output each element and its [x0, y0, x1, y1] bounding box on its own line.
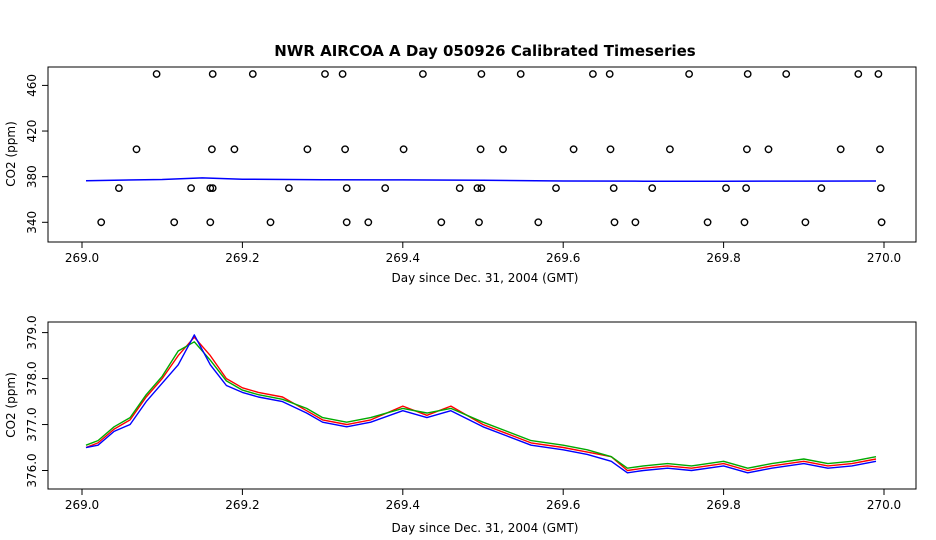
x-tick-label: 269.2 — [225, 498, 259, 512]
data-point — [477, 184, 486, 193]
data-point — [342, 218, 351, 227]
data-point — [364, 218, 373, 227]
y-tick-label: 420 — [25, 120, 39, 143]
data-point — [208, 184, 217, 193]
data-point — [418, 70, 427, 78]
x-axis-label-1: Day since Dec. 31, 2004 (GMT) — [392, 271, 579, 285]
data-point — [743, 145, 751, 154]
data-point — [97, 218, 106, 227]
data-point — [817, 184, 826, 193]
x-tick-label: 269.0 — [65, 251, 99, 265]
data-point — [742, 184, 750, 193]
data-point — [740, 218, 749, 227]
data-point — [206, 184, 215, 193]
data-point — [516, 70, 525, 78]
data-point — [266, 218, 275, 227]
x-tick-label: 269.4 — [386, 251, 420, 265]
data-point — [782, 70, 791, 78]
data-point — [477, 70, 486, 78]
y-axis-label-1: CO2 (ppm) — [4, 121, 18, 187]
data-point — [284, 184, 293, 193]
line-panel: 269.0 269.2 269.4 269.6 269.8 270.0 376.0 377.… — [4, 315, 917, 535]
data-point — [722, 184, 730, 193]
data-point — [341, 145, 349, 154]
series-line-0 — [85, 177, 877, 182]
data-point — [437, 218, 446, 227]
data-point — [605, 70, 614, 78]
data-point — [631, 218, 640, 227]
data-point — [303, 145, 312, 154]
x-tick-label: 270.0 — [867, 498, 901, 512]
data-point — [648, 184, 657, 193]
data-point — [606, 145, 615, 154]
scatter-panel: 269.0 269.2 269.4 269.6 269.8 270.0 340 380 420… — [4, 66, 917, 285]
plot-frame-2 — [47, 321, 917, 490]
data-point — [836, 145, 845, 154]
x-tick-label: 269.8 — [706, 251, 740, 265]
x-tick-label: 269.2 — [225, 251, 259, 265]
data-point — [115, 184, 123, 193]
series-line-2 — [85, 334, 877, 474]
x-tick-label: 269.4 — [386, 498, 420, 512]
data-point — [609, 184, 618, 193]
chart-title: NWR AIRCOA A Day 050926 Calibrated Times… — [274, 42, 696, 60]
data-point — [187, 184, 196, 193]
y-tick-label: 377.0 — [25, 407, 39, 441]
data-point — [877, 218, 886, 227]
data-point — [589, 70, 597, 78]
plot-frame-1 — [47, 66, 917, 243]
data-point — [499, 145, 507, 154]
x-tick-label: 269.6 — [546, 251, 580, 265]
data-point — [534, 218, 543, 227]
data-point — [342, 184, 351, 193]
x-tick-label: 269.0 — [65, 498, 99, 512]
data-point — [743, 70, 752, 78]
data-point — [321, 70, 329, 78]
data-point — [703, 218, 712, 227]
data-point — [876, 145, 884, 154]
x-tick-label: 269.8 — [706, 498, 740, 512]
y-tick-label: 380 — [25, 165, 39, 188]
data-point — [455, 184, 464, 193]
data-point — [206, 218, 215, 227]
data-point — [399, 145, 408, 154]
y-tick-label: 340 — [25, 211, 39, 234]
data-point — [876, 184, 885, 193]
data-point — [801, 218, 810, 227]
data-point — [685, 70, 693, 78]
data-point — [338, 70, 347, 78]
data-point — [207, 145, 216, 154]
data-point — [552, 184, 560, 193]
x-tick-label: 269.6 — [546, 498, 580, 512]
data-point — [132, 145, 141, 154]
y-tick-label: 460 — [25, 74, 39, 97]
data-point — [475, 218, 483, 227]
x-tick-label: 270.0 — [867, 251, 901, 265]
data-point — [666, 145, 674, 154]
y-axis-label-2: CO2 (ppm) — [4, 372, 18, 438]
data-point — [473, 184, 482, 193]
x-axis-label-2: Day since Dec. 31, 2004 (GMT) — [392, 521, 579, 535]
series-line-1 — [85, 341, 877, 469]
series-line-0 — [85, 336, 877, 472]
y-tick-label: 376.0 — [25, 453, 39, 487]
data-point — [152, 70, 161, 78]
data-point — [248, 70, 257, 78]
data-point — [610, 218, 619, 227]
data-point — [208, 70, 217, 78]
data-point — [569, 145, 578, 154]
y-tick-label: 378.0 — [25, 361, 39, 395]
data-point — [874, 70, 883, 78]
y-tick-label: 379.0 — [25, 315, 39, 349]
data-point — [230, 145, 239, 154]
data-point — [854, 70, 863, 78]
data-point — [764, 145, 773, 154]
data-point — [170, 218, 179, 227]
data-point — [476, 145, 485, 154]
data-point — [381, 184, 390, 193]
